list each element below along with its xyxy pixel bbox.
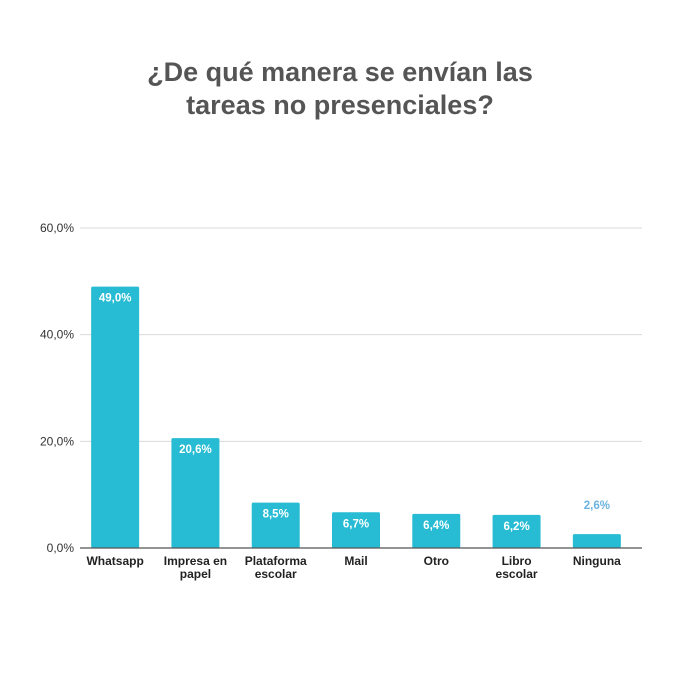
- bar: [492, 514, 541, 548]
- data-label: 8,5%: [263, 509, 289, 521]
- bar: [412, 513, 461, 548]
- data-label: 6,2%: [503, 521, 529, 533]
- x-tick-label: papel: [180, 567, 211, 581]
- x-tick-label: Plataforma: [245, 554, 307, 568]
- y-tick-label: 20,0%: [40, 434, 74, 448]
- x-tick-label: Impresa en: [164, 554, 227, 568]
- bar: [251, 502, 300, 548]
- bar: [91, 286, 140, 548]
- x-tick-label: Mail: [344, 554, 367, 568]
- chart-title: ¿De qué manera se envían las tareas no p…: [0, 56, 680, 122]
- x-tick-label: escolar: [496, 567, 538, 581]
- x-tick-label: Whatsapp: [86, 554, 143, 568]
- y-tick-label: 0,0%: [47, 541, 75, 555]
- x-tick-label: escolar: [255, 567, 297, 581]
- chart-title-line-1: ¿De qué manera se envían las: [147, 57, 533, 87]
- data-label: 6,4%: [423, 520, 449, 532]
- x-tick-label: Otro: [424, 554, 449, 568]
- x-tick-label: Libro: [502, 554, 532, 568]
- data-label: 6,7%: [343, 518, 369, 530]
- y-tick-label: 60,0%: [40, 221, 74, 235]
- bar: [332, 512, 380, 548]
- data-label: 2,6%: [584, 500, 610, 512]
- chart-title-line-2: tareas no presenciales?: [186, 90, 494, 120]
- data-label: 20,6%: [179, 444, 212, 456]
- x-tick-label: Ninguna: [573, 554, 621, 568]
- bar: [572, 534, 621, 548]
- bar: [171, 438, 220, 548]
- data-label: 49,0%: [99, 293, 132, 305]
- y-tick-label: 40,0%: [40, 328, 74, 342]
